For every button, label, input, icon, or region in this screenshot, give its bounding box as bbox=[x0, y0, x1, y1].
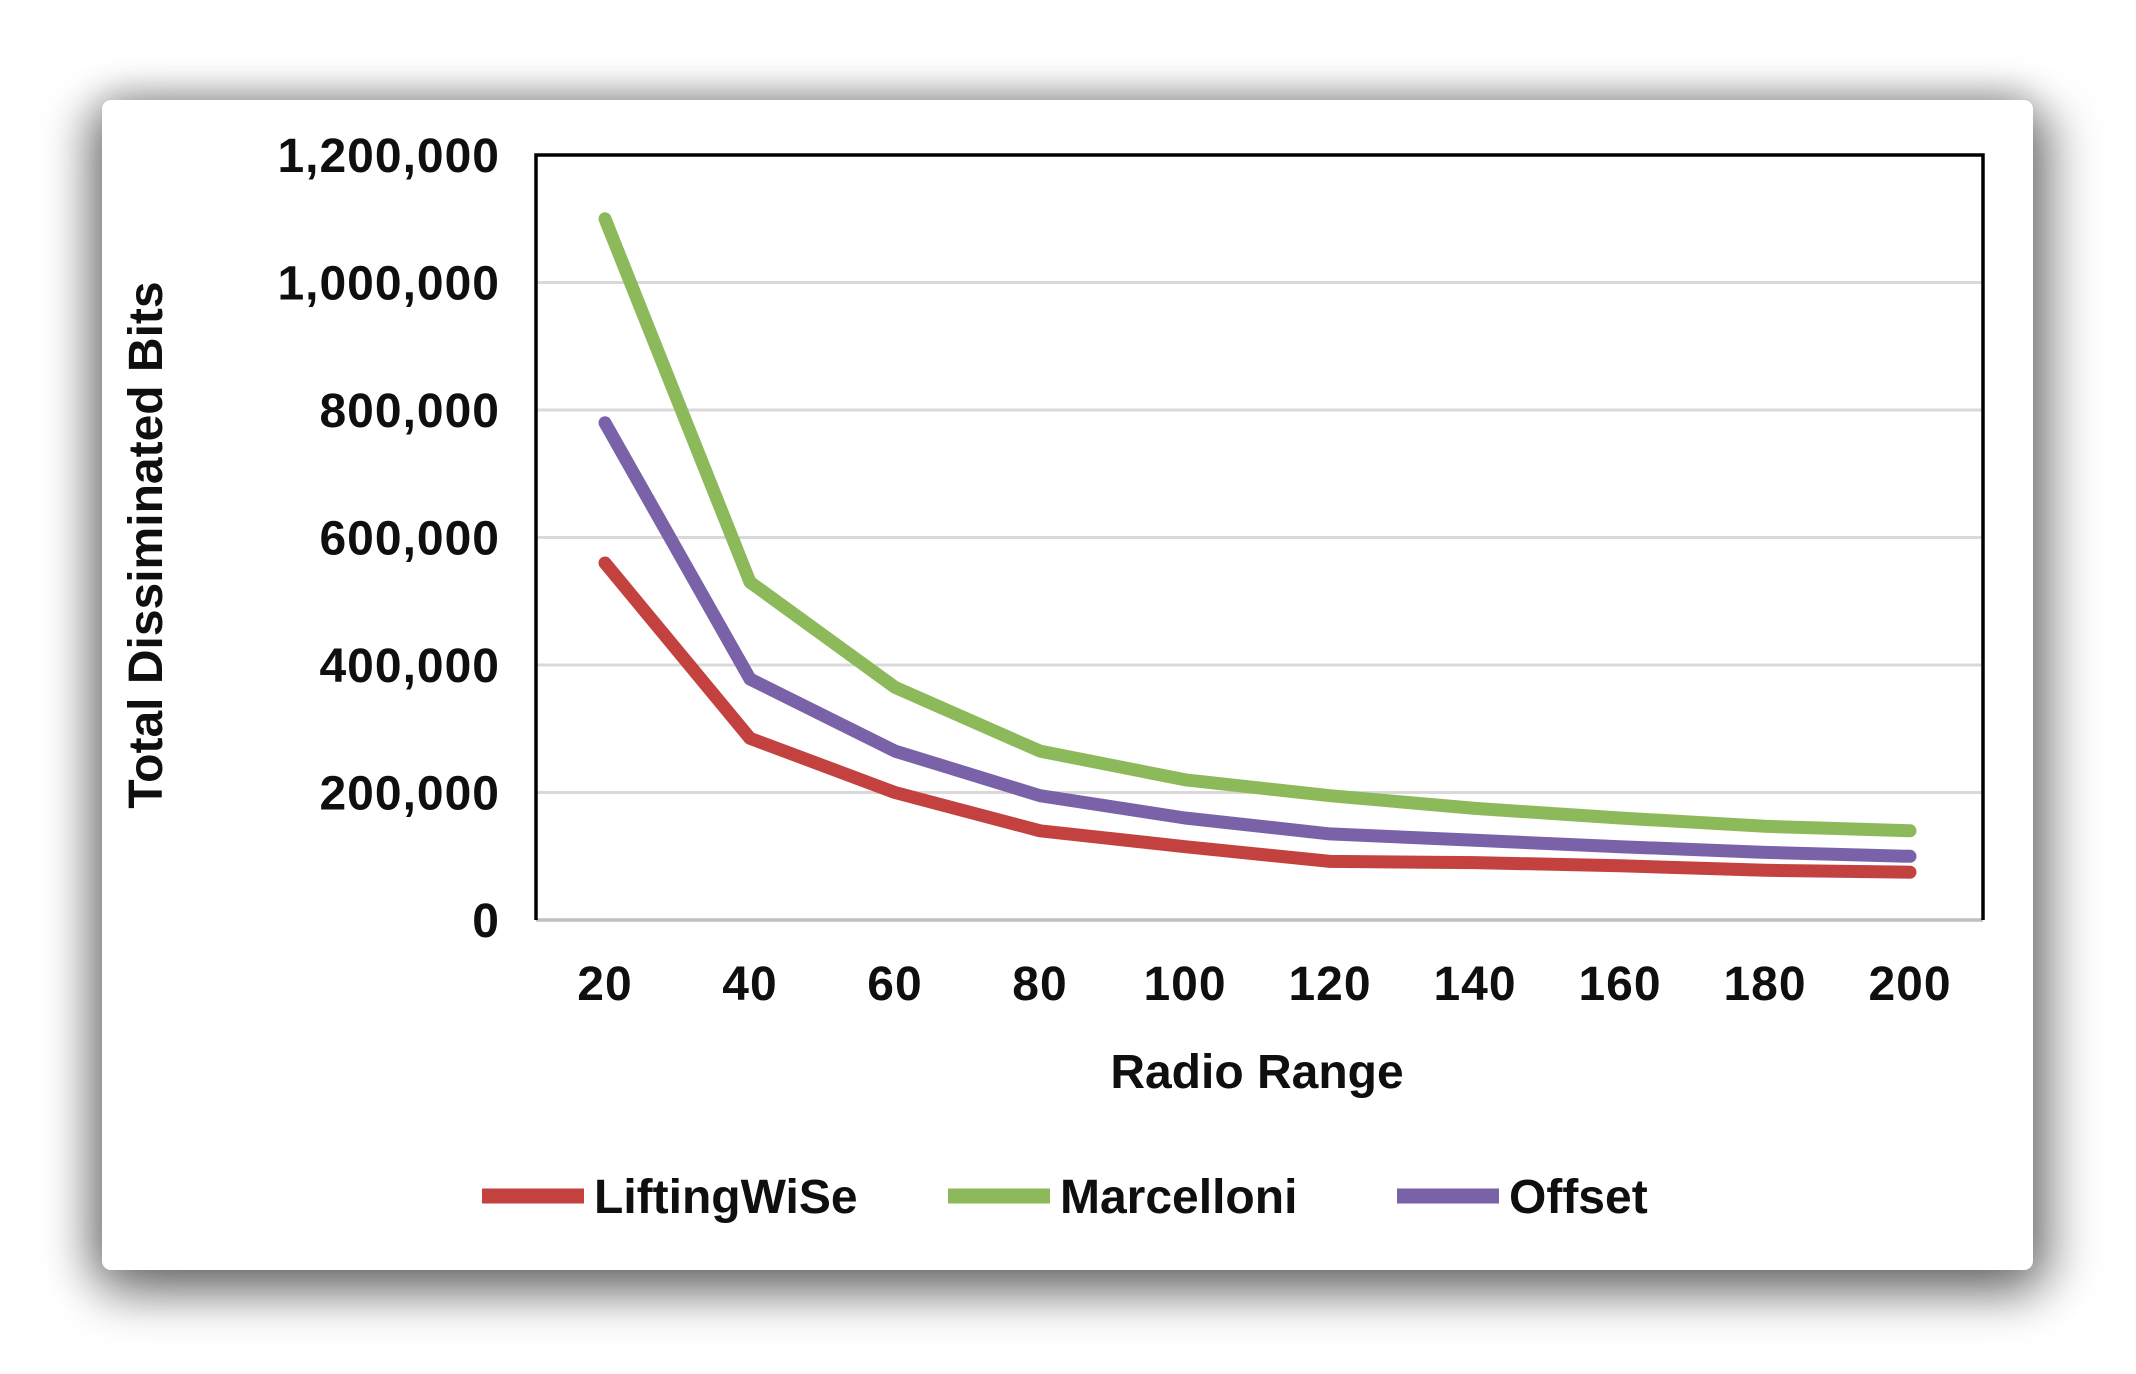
x-tick-label: 120 bbox=[1288, 958, 1371, 1011]
y-tick-label: 200,000 bbox=[319, 768, 500, 821]
legend-item-offset: Offset bbox=[1397, 1171, 1648, 1224]
series-line-offset bbox=[598, 416, 1917, 863]
series-line-marcelloni bbox=[598, 212, 1917, 838]
x-tick-label: 80 bbox=[1012, 958, 1067, 1011]
y-tick-label: 1,200,000 bbox=[277, 130, 500, 183]
legend-label-liftingwise: LiftingWiSe bbox=[594, 1171, 858, 1224]
x-axis-title: Radio Range bbox=[1110, 1046, 1403, 1099]
y-tick-label: 1,000,000 bbox=[277, 258, 500, 311]
x-tick-label: 100 bbox=[1143, 958, 1226, 1011]
y-axis-title: Total Dissiminated Bits bbox=[120, 281, 173, 808]
y-tick-label: 600,000 bbox=[319, 513, 500, 566]
plot-area: 0 200,000 400,000 600,000 800,000 1,000,000 1,… bbox=[277, 130, 1985, 1011]
y-tick-label: 800,000 bbox=[319, 385, 500, 438]
chart-card: 0 200,000 400,000 600,000 800,000 1,000,000 1,… bbox=[102, 100, 2033, 1270]
legend-item-marcelloni: Marcelloni bbox=[948, 1171, 1297, 1224]
legend-item-liftingwise: LiftingWiSe bbox=[482, 1171, 858, 1224]
x-tick-label: 200 bbox=[1868, 958, 1951, 1011]
x-tick-label: 140 bbox=[1433, 958, 1516, 1011]
plot-frame bbox=[534, 153, 1985, 920]
x-tick-label: 40 bbox=[722, 958, 777, 1011]
series-line-liftingwise bbox=[598, 556, 1917, 879]
x-tick-label: 20 bbox=[577, 958, 632, 1011]
legend-label-marcelloni: Marcelloni bbox=[1060, 1171, 1297, 1224]
y-tick-label: 400,000 bbox=[319, 640, 500, 693]
legend: LiftingWiSe Marcelloni Offset bbox=[482, 1171, 1648, 1224]
y-tick-label: 0 bbox=[472, 895, 500, 948]
x-tick-label: 180 bbox=[1723, 958, 1806, 1011]
x-tick-label: 60 bbox=[867, 958, 922, 1011]
chart-svg: 0 200,000 400,000 600,000 800,000 1,000,000 1,… bbox=[120, 130, 1985, 1224]
x-tick-label: 160 bbox=[1578, 958, 1661, 1011]
legend-label-offset: Offset bbox=[1509, 1171, 1648, 1224]
